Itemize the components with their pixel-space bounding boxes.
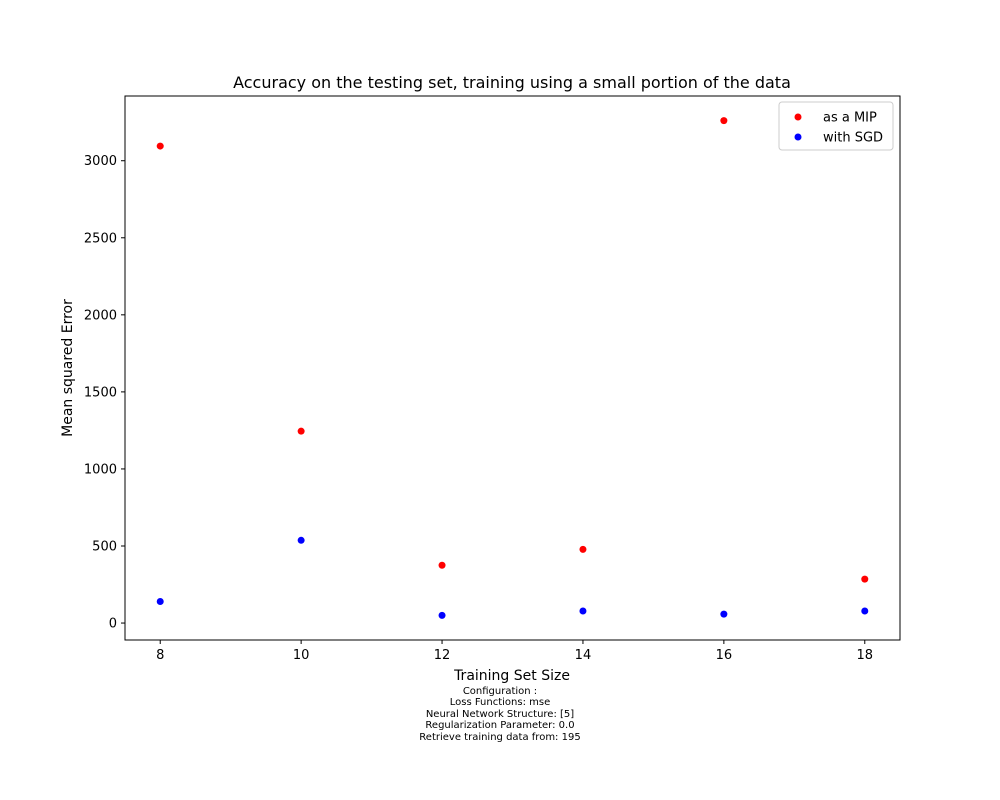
y-axis-label: Mean squared Error [60, 299, 76, 437]
x-tick-label: 8 [156, 648, 164, 663]
legend-label: with SGD [823, 131, 883, 146]
sgd-point [861, 607, 869, 615]
legend: as a MIP with SGD [778, 101, 894, 151]
mip-point [438, 561, 446, 569]
x-axis-label: Training Set Size [453, 668, 570, 684]
x-tick-label: 14 [575, 648, 592, 663]
caption-line: Retrieve training data from: 195 [419, 731, 581, 743]
y-tick-label: 1500 [84, 385, 117, 400]
legend-label: as a MIP [823, 111, 877, 126]
mip-point [297, 427, 305, 435]
y-tick-label: 0 [109, 617, 117, 632]
sgd-point [579, 607, 587, 615]
legend-marker [794, 133, 802, 141]
mip-point [579, 545, 587, 553]
x-tick-label: 10 [293, 648, 310, 663]
legend-box [778, 101, 894, 151]
x-tick-label: 12 [434, 648, 451, 663]
mip-point [720, 117, 728, 125]
y-tick-label: 500 [92, 539, 117, 554]
configuration-caption: Configuration : Loss Functions: mse Neur… [0, 686, 1000, 743]
x-tick-label: 18 [856, 648, 873, 663]
y-tick-label: 2000 [84, 308, 117, 323]
sgd-point [438, 611, 446, 619]
caption-line: Regularization Parameter: 0.0 [425, 720, 575, 732]
caption-line: Loss Functions: mse [449, 697, 551, 709]
sgd-point [720, 610, 728, 618]
sgd-point [297, 536, 305, 544]
mip-point [156, 142, 164, 150]
legend-marker [794, 113, 802, 121]
y-tick-label: 1000 [84, 462, 117, 477]
x-tick-label: 16 [716, 648, 733, 663]
chart-title: Accuracy on the testing set, training us… [233, 73, 791, 92]
caption-line: Configuration : [462, 686, 538, 697]
sgd-point [156, 597, 164, 605]
y-tick-label: 3000 [84, 154, 117, 169]
plot-frame [124, 95, 901, 641]
y-tick-label: 2500 [84, 231, 117, 246]
plot-area: 8 10 12 14 16 18 0 500 1000 1500 2000 2500 3000 [84, 95, 901, 663]
caption-line: Neural Network Structure: [5] [425, 708, 575, 720]
mip-point [861, 575, 869, 583]
